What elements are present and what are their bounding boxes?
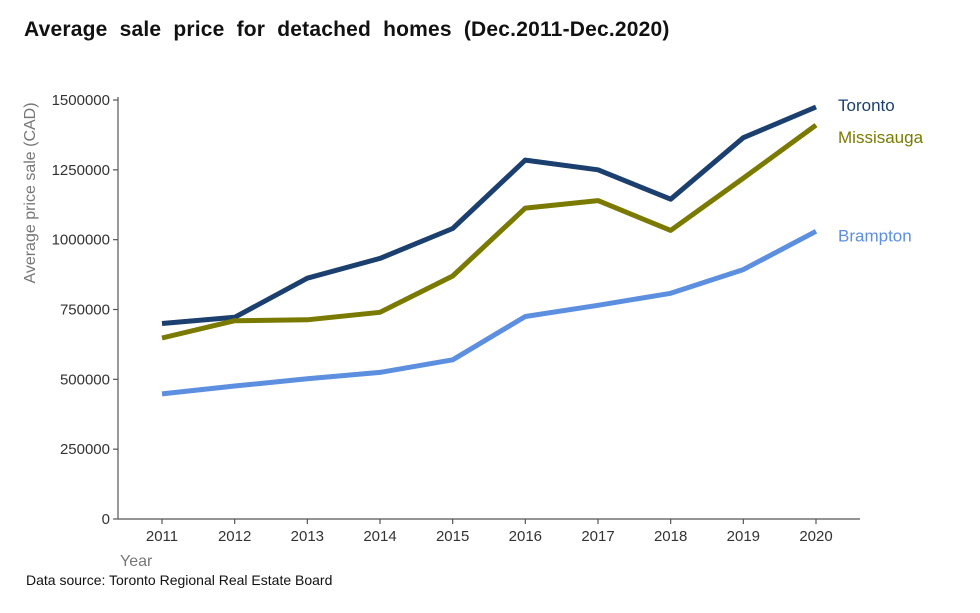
series-label-brampton: Brampton xyxy=(838,226,912,245)
chart-title: Average sale price for detached homes (D… xyxy=(24,18,670,41)
x-tick-label: 2012 xyxy=(218,528,251,545)
series-labels: Toronto Missisauga Brampton xyxy=(838,96,924,245)
x-tick-label: 2011 xyxy=(146,528,178,545)
x-axis-title: Year xyxy=(120,553,153,570)
axes: 0 250000 500000 750000 1000000 1250000 1500000… xyxy=(52,92,860,545)
y-tick-label: 1250000 xyxy=(52,162,110,179)
series-line-brampton xyxy=(161,229,818,397)
y-tick-label: 250000 xyxy=(60,441,110,458)
y-tick-label: 750000 xyxy=(60,302,110,319)
series-label-toronto: Toronto xyxy=(838,96,895,115)
y-tick-label: 0 xyxy=(102,511,110,528)
y-axis-title: Average price sale (CAD) xyxy=(22,102,39,283)
x-tick-label: 2015 xyxy=(436,528,469,545)
series-line-toronto xyxy=(161,104,817,326)
x-tick-label: 2018 xyxy=(654,528,687,545)
x-tick-label: 2016 xyxy=(509,528,542,545)
x-tick-label: 2013 xyxy=(291,528,324,545)
x-tick-label: 2020 xyxy=(799,528,832,545)
series-label-missisauga: Missisauga xyxy=(838,128,924,147)
x-tick-label: 2017 xyxy=(581,528,614,545)
x-tick-label: 2014 xyxy=(363,528,396,545)
y-tick-label: 1500000 xyxy=(52,92,110,109)
series-line-missisauga xyxy=(161,123,818,341)
source-note: Data source: Toronto Regional Real Estat… xyxy=(26,572,333,588)
y-tick-label: 500000 xyxy=(60,371,110,388)
y-tick-label: 1000000 xyxy=(52,232,110,249)
x-tick-label: 2019 xyxy=(727,528,760,545)
series-lines xyxy=(161,104,818,397)
